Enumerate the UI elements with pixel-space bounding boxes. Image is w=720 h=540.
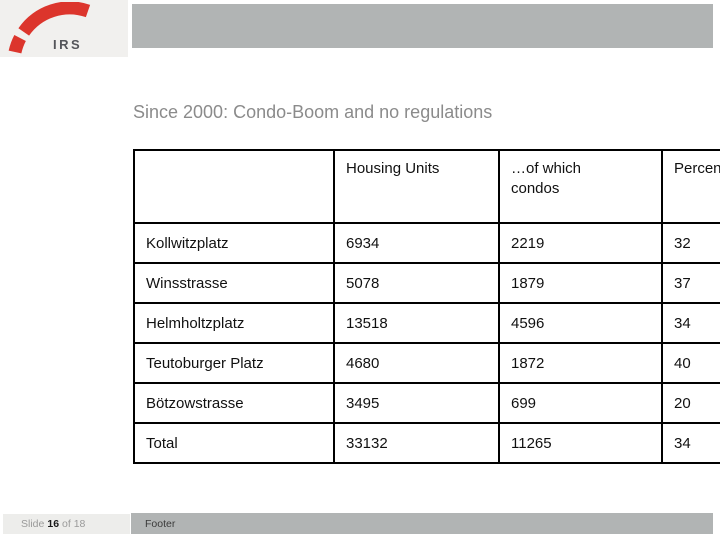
page-title: Since 2000: Condo-Boom and no regulation… — [133, 102, 493, 122]
table-header: Housing Units …of which condos Percent — [133, 149, 720, 224]
footer-bar: Footer — [131, 513, 713, 534]
cell-percent: 34 — [661, 422, 720, 464]
irs-logo: IRS — [0, 0, 128, 57]
cell-condos: 699 — [498, 382, 663, 424]
cell-label: Winsstrasse — [133, 262, 335, 304]
cell-percent: 40 — [661, 342, 720, 384]
irs-swoosh-icon — [8, 2, 91, 54]
cell-condos: 2219 — [498, 222, 663, 264]
slide-number: Slide 16 of 18 — [3, 514, 130, 534]
cell-housing: 3495 — [333, 382, 500, 424]
cell-percent: 37 — [661, 262, 720, 304]
column-header-percent: Percent — [661, 149, 720, 224]
table-row: Helmholtzplatz 13518 4596 34 — [133, 302, 720, 344]
column-header-housing: Housing Units — [333, 149, 500, 224]
column-header-empty — [133, 149, 335, 224]
cell-label: Bötzowstrasse — [133, 382, 335, 424]
column-header-condos: …of which condos — [498, 149, 663, 224]
cell-condos: 1879 — [498, 262, 663, 304]
header-bar — [132, 4, 713, 48]
cell-condos: 11265 — [498, 422, 663, 464]
cell-housing: 6934 — [333, 222, 500, 264]
cell-housing: 5078 — [333, 262, 500, 304]
table-row: Teutoburger Platz 4680 1872 40 — [133, 342, 720, 384]
cell-label: Helmholtzplatz — [133, 302, 335, 344]
slide-number-suffix: of 18 — [62, 518, 86, 530]
cell-percent: 32 — [661, 222, 720, 264]
table-row: Winsstrasse 5078 1879 37 — [133, 262, 720, 304]
cell-housing: 4680 — [333, 342, 500, 384]
table-header-row: Housing Units …of which condos Percent — [133, 149, 720, 224]
slide-number-prefix: Slide — [21, 518, 45, 530]
table-row-total: Total 33132 11265 34 — [133, 422, 720, 464]
irs-logo-text: IRS — [53, 37, 83, 52]
cell-label: Total — [133, 422, 335, 464]
cell-percent: 20 — [661, 382, 720, 424]
cell-housing: 13518 — [333, 302, 500, 344]
condo-table: Housing Units …of which condos Percent K… — [133, 149, 720, 464]
cell-label: Kollwitzplatz — [133, 222, 335, 264]
slide-number-value: 16 — [47, 518, 60, 530]
cell-percent: 34 — [661, 302, 720, 344]
table-row: Kollwitzplatz 6934 2219 32 — [133, 222, 720, 264]
table-row: Bötzowstrasse 3495 699 20 — [133, 382, 720, 424]
cell-condos: 1872 — [498, 342, 663, 384]
footer-text: Footer — [145, 517, 176, 530]
cell-housing: 33132 — [333, 422, 500, 464]
table-body: Kollwitzplatz 6934 2219 32 Winsstrasse 5… — [133, 222, 720, 464]
cell-condos: 4596 — [498, 302, 663, 344]
cell-label: Teutoburger Platz — [133, 342, 335, 384]
